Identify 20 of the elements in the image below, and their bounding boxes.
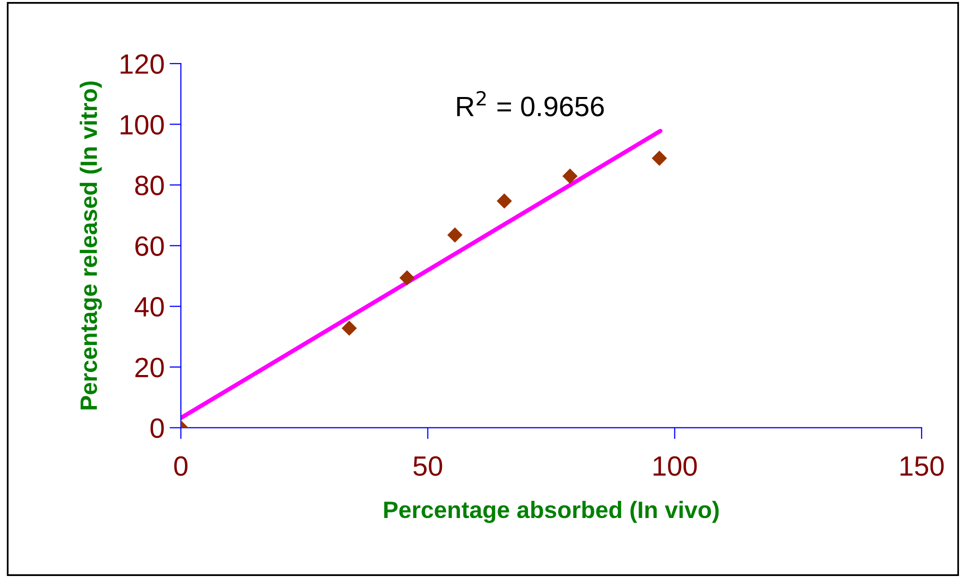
point <box>562 168 578 184</box>
x-tick-label: 150 <box>900 456 944 476</box>
point <box>496 193 512 209</box>
x-tick-label: 100 <box>654 456 697 476</box>
x-tick-label: 0 <box>174 456 188 476</box>
y-tick-label: 120 <box>120 54 164 74</box>
y-axis-title: Percentage released (In vitro) <box>80 81 102 410</box>
x-tick-label: 50 <box>413 456 442 476</box>
y-tick-label: 80 <box>135 176 164 196</box>
x-axis-title: Percentage absorbed (In vivo) <box>384 500 719 523</box>
y-tick-label: 0 <box>150 418 164 438</box>
point <box>447 227 463 243</box>
annotation: R$^{2}$ = 0.9656 <box>457 91 604 116</box>
y-tick-label: 20 <box>135 358 164 378</box>
point <box>342 320 357 336</box>
point <box>652 150 667 166</box>
point <box>399 270 415 286</box>
y-tick-label: 60 <box>135 236 164 256</box>
y-tick-label: 100 <box>120 114 164 135</box>
y-tick-label: 40 <box>134 297 164 317</box>
